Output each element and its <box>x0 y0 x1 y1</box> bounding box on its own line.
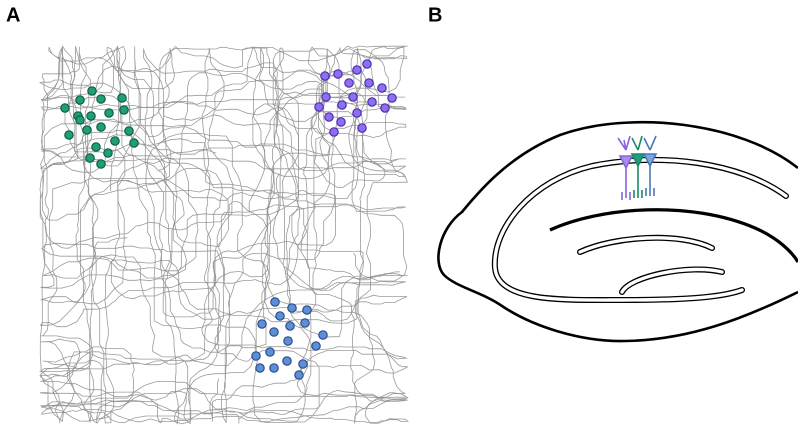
spike-dot <box>270 364 278 372</box>
spike-dot <box>345 79 353 87</box>
spike-dot <box>358 124 366 132</box>
spike-dot <box>258 320 266 328</box>
spike-dot <box>97 160 105 168</box>
spike-dot <box>353 109 361 117</box>
spike-dot <box>97 123 105 131</box>
spike-dot <box>295 371 303 379</box>
spike-dot <box>76 96 84 104</box>
spike-dot <box>284 337 292 345</box>
spike-dot <box>104 149 112 157</box>
spike-dot <box>337 118 345 126</box>
spike-dot <box>288 304 296 312</box>
spike-dot <box>349 93 357 101</box>
spike-dot <box>334 70 342 78</box>
spike-dot <box>322 93 330 101</box>
spike-dot <box>125 127 133 135</box>
spike-dot <box>97 95 105 103</box>
spike-dot <box>270 328 278 336</box>
spike-dot <box>92 143 100 151</box>
spike-dot <box>286 322 294 330</box>
spike-dot <box>266 348 274 356</box>
spike-dot <box>276 312 284 320</box>
spike-dot <box>315 103 323 111</box>
page: A B (() => { const data = JSON.parse(d <box>0 0 798 428</box>
spike-dot <box>283 357 291 365</box>
spike-dot <box>61 104 69 112</box>
spike-dot <box>353 66 361 74</box>
spike-dot <box>86 154 94 162</box>
spike-dot <box>120 106 128 114</box>
spike-dot <box>256 364 264 372</box>
spike-dot <box>363 60 371 68</box>
spike-dot <box>378 84 386 92</box>
trajectory <box>40 46 408 424</box>
outline <box>438 122 798 341</box>
spike-dot <box>252 352 260 360</box>
spike-dot <box>118 94 126 102</box>
path-trace <box>41 46 408 423</box>
spike-dot <box>76 116 84 124</box>
spike-dot <box>365 79 373 87</box>
spike-dot <box>312 342 320 350</box>
spike-dot <box>381 104 389 112</box>
neuron <box>644 136 656 196</box>
spike-dot <box>130 139 138 147</box>
panel-label: A <box>6 5 20 27</box>
spike-dot <box>319 331 327 339</box>
spike-dot <box>87 112 95 120</box>
spike-dot <box>388 94 396 102</box>
spike-dot <box>338 101 346 109</box>
spike-dot <box>65 131 73 139</box>
spike-dot <box>105 109 113 117</box>
spike-dot <box>271 298 279 306</box>
spike-dot <box>330 128 338 136</box>
spike-dot <box>88 87 96 95</box>
spike-dot <box>83 126 91 134</box>
dg-lower-inner <box>622 269 722 292</box>
neuron <box>632 136 644 198</box>
spike-dot <box>301 319 309 327</box>
spike-dot <box>321 72 329 80</box>
spike-dot <box>303 306 311 314</box>
neuron <box>618 136 632 200</box>
figure: A B <box>0 0 798 428</box>
spike-dot <box>299 360 307 368</box>
spike-dot <box>325 113 333 121</box>
hippocampus <box>438 122 798 341</box>
spike-dot <box>368 98 376 106</box>
neurons <box>618 136 656 200</box>
panel-label: B <box>428 5 442 27</box>
path-trace <box>40 47 408 423</box>
spike-dot <box>111 137 119 145</box>
